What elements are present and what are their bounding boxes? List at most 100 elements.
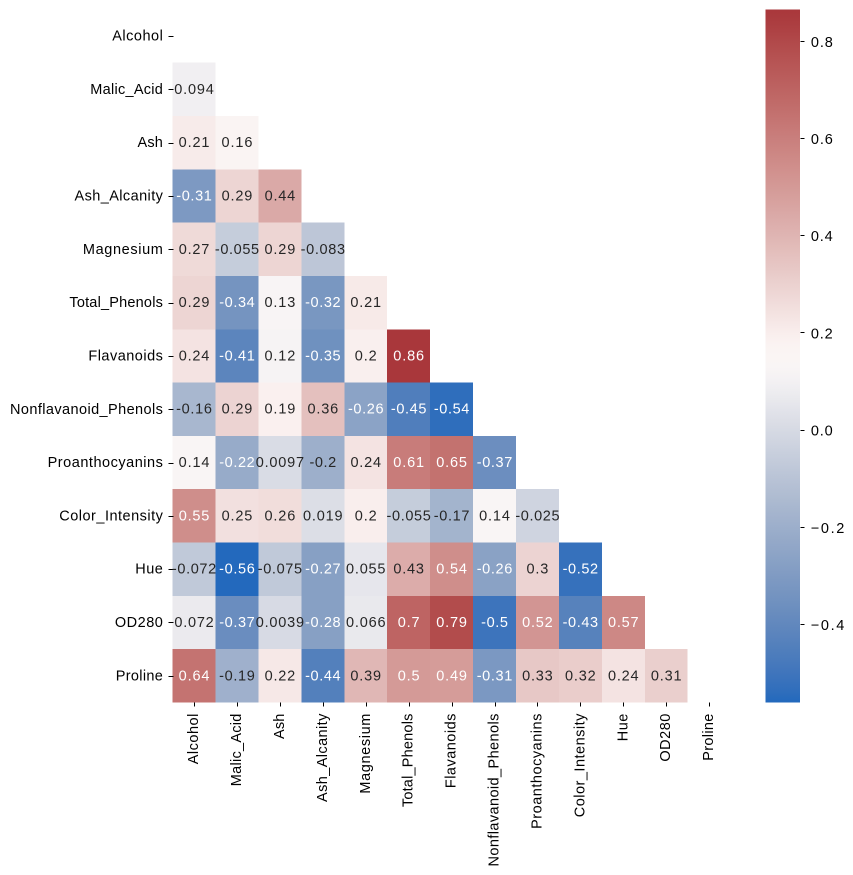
svg-text:Nonflavanoid_Phenols: Nonflavanoid_Phenols [10,402,163,418]
svg-text:Magnesium: Magnesium [358,714,374,794]
svg-text:0.27: 0.27 [179,242,210,258]
svg-text:0.79: 0.79 [436,615,467,631]
svg-text:-0.31: -0.31 [176,188,212,204]
svg-text:Proline: Proline [116,668,163,684]
svg-text:0.072: 0.072 [174,615,213,631]
svg-text:0.2: 0.2 [811,326,833,342]
svg-text:Magnesium: Magnesium [83,242,163,258]
svg-text:-0.35: -0.35 [305,348,341,364]
svg-text:-0.22: -0.22 [219,455,255,471]
svg-text:0.32: 0.32 [565,668,596,684]
svg-text:-0.43: -0.43 [563,615,599,631]
svg-text:0.31: 0.31 [651,668,682,684]
svg-text:0.39: 0.39 [350,668,381,684]
svg-text:Alcohol: Alcohol [112,29,163,45]
svg-text:-0.025: -0.025 [515,508,559,524]
svg-text:Proanthocyanins: Proanthocyanins [48,455,163,471]
svg-text:0.16: 0.16 [222,135,253,151]
svg-text:Flavanoids: Flavanoids [88,348,163,364]
svg-text:-0.45: -0.45 [391,402,427,418]
svg-text:0.4: 0.4 [811,229,833,245]
svg-text:0.54: 0.54 [436,562,467,578]
svg-text:0.29: 0.29 [179,295,210,311]
svg-text:-0.055: -0.055 [215,242,259,258]
svg-text:-0.56: -0.56 [219,562,255,578]
svg-text:0.25: 0.25 [222,508,253,524]
svg-text:0.36: 0.36 [307,402,338,418]
svg-text:0.14: 0.14 [479,508,510,524]
svg-text:0.6: 0.6 [811,132,833,148]
svg-text:0.14: 0.14 [179,455,210,471]
svg-text:0.8: 0.8 [811,35,833,51]
svg-text:0.094: 0.094 [174,82,214,98]
svg-text:0.0097: 0.0097 [256,455,304,471]
svg-text:0.2: 0.2 [355,508,377,524]
svg-text:-0.37: -0.37 [477,455,513,471]
svg-text:0.0: 0.0 [811,424,833,440]
svg-text:-0.5: -0.5 [481,615,508,631]
svg-text:-0.075: -0.075 [258,562,302,578]
svg-text:0.65: 0.65 [436,455,467,471]
svg-text:OD280: OD280 [115,615,163,631]
svg-text:0.44: 0.44 [265,188,296,204]
svg-text:Ash: Ash [272,714,288,739]
svg-text:Ash: Ash [138,135,163,151]
svg-text:Color_Intensity: Color_Intensity [572,713,588,817]
svg-text:0.43: 0.43 [393,562,424,578]
svg-text:0.61: 0.61 [393,455,424,471]
svg-text:0.29: 0.29 [222,402,253,418]
svg-text:Flavanoids: Flavanoids [444,714,460,789]
svg-text:0.019: 0.019 [303,508,343,524]
svg-text:0.55: 0.55 [179,508,210,524]
svg-text:0.2: 0.2 [355,348,377,364]
svg-text:-0.27: -0.27 [305,562,341,578]
svg-text:0.57: 0.57 [608,615,639,631]
svg-text:0.29: 0.29 [265,242,296,258]
svg-text:0.86: 0.86 [393,348,424,364]
svg-text:-0.32: -0.32 [305,295,341,311]
svg-text:−0.4: −0.4 [811,618,845,634]
svg-text:-0.26: -0.26 [477,562,513,578]
svg-text:-0.37: -0.37 [219,615,255,631]
svg-text:0.7: 0.7 [398,615,420,631]
svg-text:0.055: 0.055 [346,562,385,578]
svg-text:Alcohol: Alcohol [186,714,202,765]
svg-text:Color_Intensity: Color_Intensity [59,508,163,524]
svg-text:-0.26: -0.26 [348,402,384,418]
svg-text:-0.52: -0.52 [563,562,599,578]
svg-text:Malic_Acid: Malic_Acid [90,82,163,98]
svg-text:-0.072: -0.072 [172,562,216,578]
svg-text:-0.16: -0.16 [176,402,212,418]
svg-text:Proanthocyanins: Proanthocyanins [529,714,545,829]
svg-text:Hue: Hue [615,714,631,742]
svg-text:0.0039: 0.0039 [256,615,304,631]
svg-text:0.33: 0.33 [522,668,553,684]
svg-text:0.29: 0.29 [222,188,253,204]
svg-text:-0.44: -0.44 [305,668,341,684]
svg-text:0.066: 0.066 [346,615,386,631]
svg-text:-0.055: -0.055 [387,508,431,524]
svg-text:0.12: 0.12 [265,348,296,364]
svg-text:0.24: 0.24 [179,348,210,364]
svg-text:0.24: 0.24 [608,668,639,684]
svg-text:0.24: 0.24 [350,455,381,471]
svg-text:0.52: 0.52 [522,615,553,631]
svg-text:Total_Phenols: Total_Phenols [69,295,163,311]
svg-text:OD280: OD280 [658,714,674,762]
svg-text:Ash_Alcanity: Ash_Alcanity [75,189,164,205]
svg-text:−0.2: −0.2 [811,521,845,537]
svg-text:0.64: 0.64 [179,668,210,684]
svg-text:-0.31: -0.31 [477,668,513,684]
svg-text:0.5: 0.5 [398,668,420,684]
svg-text:-0.34: -0.34 [219,295,255,311]
svg-text:Ash_Alcanity: Ash_Alcanity [315,713,331,802]
svg-text:-0.41: -0.41 [219,348,255,364]
svg-text:Hue: Hue [135,562,163,578]
svg-text:-0.19: -0.19 [219,668,255,684]
svg-text:Malic_Acid: Malic_Acid [229,714,245,787]
svg-text:Total_Phenols: Total_Phenols [401,714,417,808]
svg-text:-0.28: -0.28 [305,615,341,631]
svg-text:0.49: 0.49 [436,668,467,684]
svg-text:-0.17: -0.17 [434,508,470,524]
svg-text:Proline: Proline [701,714,717,761]
